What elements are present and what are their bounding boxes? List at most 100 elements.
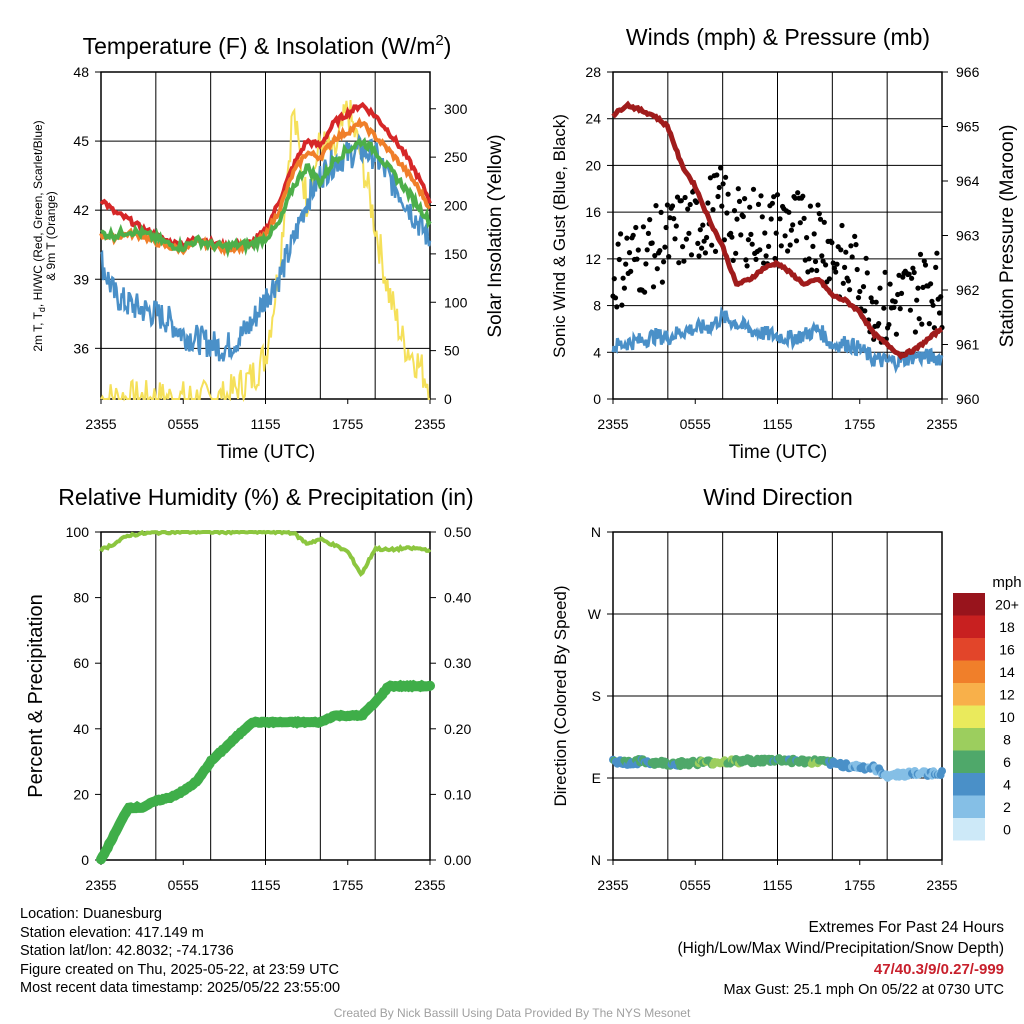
gust-point — [650, 284, 657, 290]
temperature-xtick-label: 1155 — [250, 416, 280, 432]
svg-text:2m T, Td, HI/WC (Red, Green, S: 2m T, Td, HI/WC (Red, Green, Scarlet/Blu… — [31, 120, 47, 351]
gust-point — [615, 241, 621, 247]
gust-point — [834, 261, 840, 267]
temperature-y2tick-label: 200 — [444, 198, 468, 214]
gust-point — [843, 249, 849, 255]
gust-point — [715, 193, 721, 200]
gust-point — [718, 165, 724, 171]
gust-point — [840, 280, 846, 286]
colorbar-swatch — [953, 638, 985, 661]
gust-point — [819, 253, 825, 259]
gust-point — [662, 244, 668, 250]
gust-point — [712, 248, 719, 254]
gust-point — [710, 207, 716, 213]
gust-point — [855, 295, 862, 301]
pressure-line — [611, 100, 943, 361]
temperature-xtick-label: 1755 — [332, 416, 363, 432]
gust-point — [683, 236, 690, 242]
gust-point — [724, 210, 730, 216]
gust-point — [729, 234, 735, 240]
winds-ytick-label: 16 — [585, 204, 601, 220]
gust-point — [849, 254, 855, 260]
extremes-title: Extremes For Past 24 Hours — [808, 919, 1004, 936]
gust-point — [806, 256, 812, 262]
gust-point — [797, 220, 803, 226]
winds-y2tick-label: 964 — [956, 173, 980, 189]
winds-ytick-label: 12 — [585, 251, 601, 267]
gust-point — [652, 253, 658, 259]
gust-point — [688, 252, 695, 258]
gust-point — [829, 240, 835, 246]
gust-point — [876, 321, 882, 327]
winds-xlabel: Time (UTC) — [729, 442, 828, 463]
gust-point — [862, 308, 868, 314]
gust-point — [922, 262, 929, 268]
gust-point — [921, 258, 927, 264]
gust-point — [814, 267, 820, 274]
gust-point — [623, 261, 629, 267]
gust-point — [716, 184, 722, 191]
temperature-xtick-label: 2355 — [85, 416, 116, 432]
gust-point — [821, 219, 827, 225]
winds-ytick-label: 8 — [593, 298, 601, 314]
gust-point — [699, 245, 705, 251]
gust-point — [838, 247, 844, 253]
gust-point — [748, 231, 754, 237]
gust-point — [809, 267, 815, 273]
gust-point — [744, 263, 750, 269]
gust-point — [705, 200, 711, 206]
gust-point — [664, 202, 671, 208]
gust-point — [774, 192, 781, 198]
direction-ytick-label: S — [592, 688, 601, 704]
direction-xtick-label: 2355 — [597, 877, 628, 893]
humidity-xtick-label: 1755 — [332, 877, 363, 893]
direction-plot: N E S W N 2355 0555 1155 1755 2355 — [588, 524, 958, 893]
winds-ylabel-right: Station Pressure (Maroon) — [997, 125, 1018, 348]
humidity-xtick-label: 0555 — [168, 877, 199, 893]
colorbar-label: 14 — [999, 664, 1015, 680]
extremes-info: Extremes For Past 24 Hours (High/Low/Max… — [678, 917, 1005, 1001]
gust-point — [678, 198, 684, 204]
winds-xtick-label: 2355 — [926, 416, 957, 432]
gust-point — [864, 270, 870, 276]
gust-point — [624, 235, 630, 241]
colorbar-swatch — [953, 818, 985, 841]
gust-point — [616, 256, 622, 263]
gust-point — [868, 295, 874, 301]
gust-point — [900, 274, 906, 280]
winds-frame — [612, 71, 943, 400]
gust-point — [702, 250, 709, 256]
gust-point — [704, 234, 710, 241]
colorbar-swatch — [953, 795, 985, 818]
gust-point — [817, 216, 824, 222]
gust-point — [730, 257, 736, 263]
gust-point — [734, 216, 740, 222]
gust-point — [926, 321, 932, 327]
winds-xtick-label: 1755 — [844, 416, 875, 432]
colorbar-swatch — [953, 593, 985, 616]
gust-point — [842, 264, 848, 270]
gust-point — [707, 175, 714, 181]
gust-point — [768, 216, 774, 222]
direction-frame — [612, 531, 943, 861]
gust-point — [735, 186, 741, 192]
humidity-y2tick-label: 0.40 — [444, 590, 471, 606]
temperature-xtick-label: 0555 — [168, 416, 199, 432]
gust-point — [661, 259, 667, 265]
gust-point — [816, 211, 822, 217]
gust-point — [845, 278, 852, 284]
gust-point — [869, 299, 876, 305]
gust-point — [742, 196, 748, 202]
humidity-ytick-label: 20 — [73, 786, 89, 802]
temperature-ylabel-left: 2m T, Td, HI/WC (Red, Green, Scarlet/Blu… — [31, 120, 58, 351]
winds-y2tick-label: 966 — [956, 64, 980, 80]
gust-point — [649, 240, 655, 246]
gust-point — [674, 194, 681, 200]
colorbar-label: 0 — [1003, 821, 1011, 837]
winds-ytick-label: 28 — [585, 64, 601, 80]
gust-point — [621, 285, 628, 291]
gust-point — [778, 243, 784, 249]
recent-timestamp: Most recent data timestamp: 2025/05/22 2… — [20, 980, 341, 996]
gust-point — [759, 214, 765, 220]
gust-point — [721, 237, 728, 243]
